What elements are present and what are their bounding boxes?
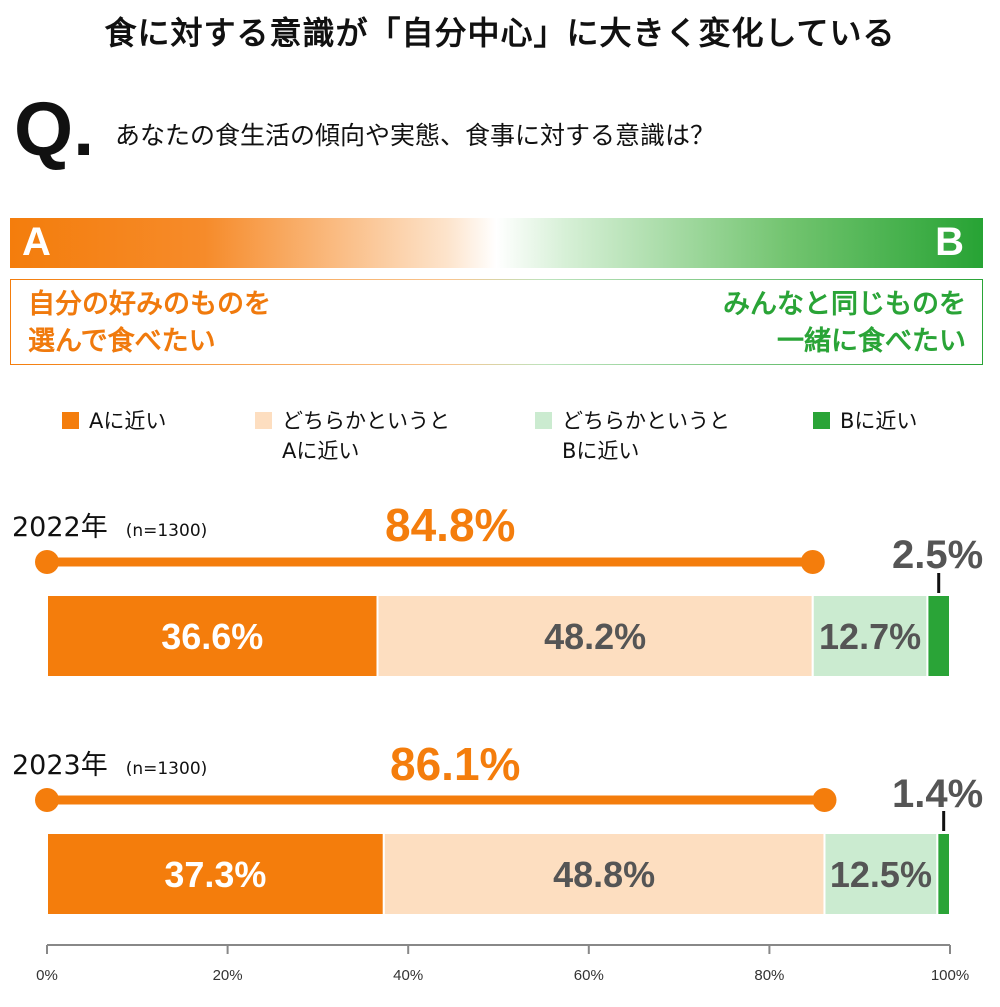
sample-size: (n=1300) xyxy=(125,759,208,779)
a-range-start-dot xyxy=(35,788,59,812)
sample-size: (n=1300) xyxy=(125,521,208,541)
question-mark: Q. xyxy=(14,87,95,172)
bar-segment-b-lean xyxy=(823,832,939,916)
x-tick-label: 80% xyxy=(754,967,784,984)
x-tick-label: 20% xyxy=(213,967,243,984)
year-text: 2023年 xyxy=(12,750,108,781)
legend-b-lean: どちらかというと Bに近い xyxy=(535,406,730,466)
scale-a-letter: A xyxy=(22,220,51,264)
scale-gradient-bar xyxy=(10,218,983,268)
segment-value-label: 36.6% xyxy=(161,616,263,657)
legend-b-near: Bに近い xyxy=(813,406,917,436)
question-text: あなたの食生活の傾向や実態、食事に対する意識は？ xyxy=(115,121,716,150)
a-range-end-dot xyxy=(812,788,837,812)
bar-segment-a-lean xyxy=(376,594,814,678)
legend-swatch-b-near xyxy=(813,412,830,429)
segment-value-label: 37.3% xyxy=(164,854,266,895)
legend-label-b-lean: どちらかというと Bに近い xyxy=(562,409,730,463)
b-near-callout-2023: 1.4% xyxy=(892,772,984,816)
a-total-2022: 84.8% xyxy=(385,499,516,551)
legend-label-a-lean: どちらかというと Aに近い xyxy=(282,409,450,463)
row-label-2023: 2023年 (n=1300) xyxy=(12,743,207,782)
scale-a-description: 自分の好みのものを 選んで食べたい xyxy=(28,289,271,357)
legend-swatch-b-lean xyxy=(535,412,552,429)
row-label-2022: 2022年 (n=1300) xyxy=(12,505,207,544)
a-total-2023: 86.1% xyxy=(390,738,521,790)
x-tick-label: 60% xyxy=(574,967,604,984)
bar-segment-b-lean xyxy=(811,594,929,678)
legend-swatch-a-near xyxy=(62,412,79,429)
x-tick-label: 40% xyxy=(393,967,423,984)
scale-b-letter: B xyxy=(935,220,964,264)
x-tick-label: 100% xyxy=(931,967,969,984)
bar-segment-b-near xyxy=(936,832,951,916)
scale-b-description: みんなと同じものを 一緒に食べたい xyxy=(723,289,966,357)
year-text: 2022年 xyxy=(12,512,108,543)
bar-segment-a-near xyxy=(46,594,379,678)
segment-value-label: 12.5% xyxy=(830,854,932,895)
segment-value-label: 48.2% xyxy=(544,616,646,657)
bar-segment-a-near xyxy=(46,832,385,916)
legend-swatch-a-lean xyxy=(255,412,272,429)
chart-title: 食に対する意識が「自分中心」に大きく変化している xyxy=(104,14,896,52)
legend-a-near: Aに近い xyxy=(62,406,166,436)
scale-description-box xyxy=(10,279,983,365)
legend-label-b-near: Bに近い xyxy=(840,409,918,433)
segment-value-label: 48.8% xyxy=(553,854,655,895)
legend-label-a-near: Aに近い xyxy=(89,409,167,433)
a-range-start-dot xyxy=(35,550,59,574)
b-near-callout-2022: 2.5% xyxy=(892,533,984,577)
x-tick-label: 0% xyxy=(36,967,58,984)
bar-segment-b-near xyxy=(926,594,951,678)
a-range-end-dot xyxy=(800,550,825,574)
segment-value-label: 12.7% xyxy=(819,616,921,657)
legend-a-lean: どちらかというと Aに近い xyxy=(255,406,450,466)
